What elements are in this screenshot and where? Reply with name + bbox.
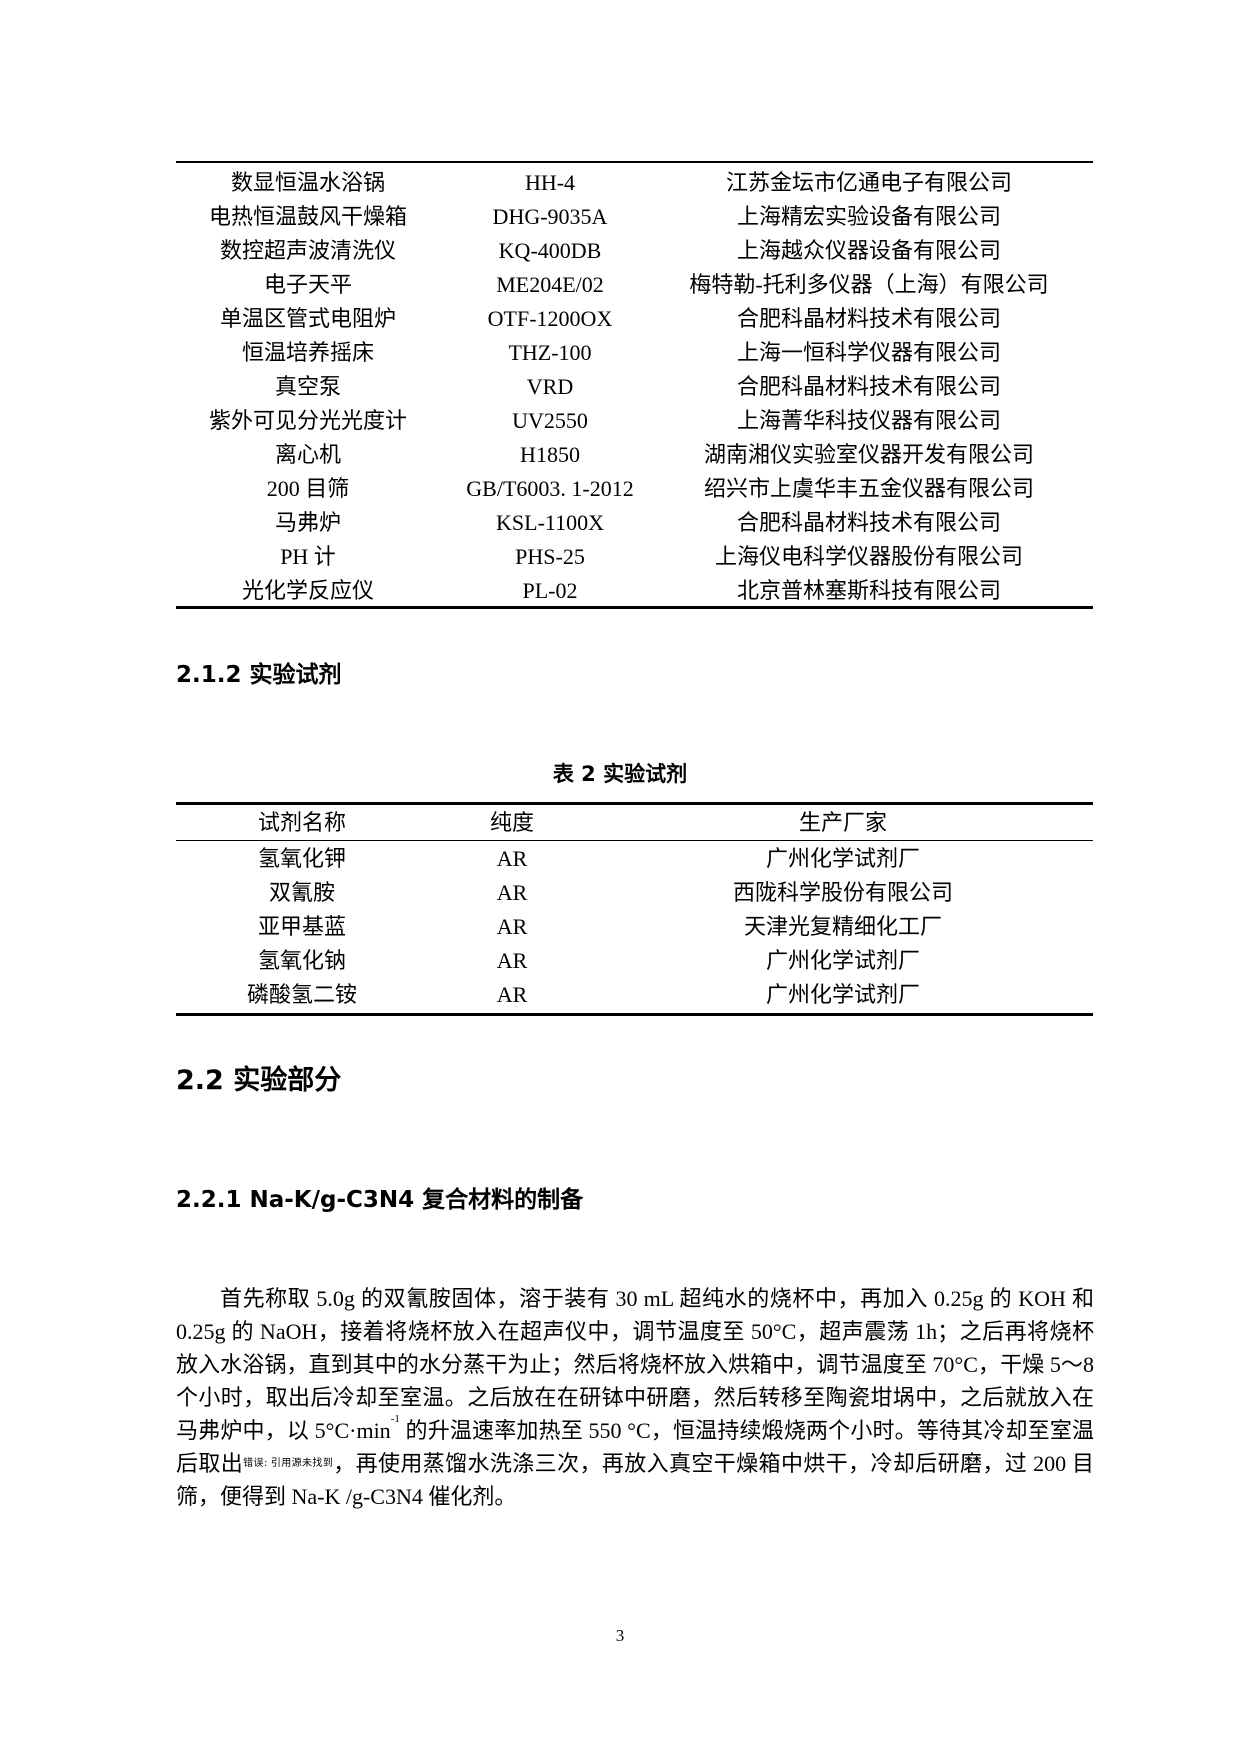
table-cell: 电热恒温鼓风干燥箱 [208, 204, 408, 229]
table-cell: 离心机 [274, 442, 342, 467]
table-cell: OTF-1200OX [487, 306, 613, 331]
table-cell: UV2550 [512, 408, 588, 433]
table-cell: 上海仪电科学仪器股份有限公司 [714, 544, 1024, 569]
table-cell: 光化学反应仪 [241, 578, 375, 603]
paragraph-text-3: ，再使用蒸馏水洗涤三次，再放入真空干燥箱中烘干，冷却后研磨，过 200 目筛，便… [176, 1451, 1094, 1509]
table-cell: 合肥科晶材料技术有限公司 [736, 510, 1002, 535]
table-row: 马弗炉 KSL-1100X 合肥科晶材料技术有限公司 [176, 506, 1093, 540]
table-cell: KSL-1100X [496, 510, 604, 535]
table-row: 亚甲基蓝 AR 天津光复精细化工厂 [176, 910, 1093, 944]
table-row: 离心机 H1850 湖南湘仪实验室仪器开发有限公司 [176, 438, 1093, 472]
table-header-rule [176, 840, 1093, 841]
table-cell: 200 目筛 [266, 476, 350, 501]
reference-error[interactable]: 错误: 引用源未找到 [243, 1458, 334, 1469]
table-caption: 表 2 实验试剂 [552, 762, 688, 786]
section-heading-2-2: 2.2 实验部分 [176, 1065, 342, 1096]
table-cell: 真空泵 [274, 374, 342, 399]
table-cell: AR [496, 982, 528, 1007]
table-cell: 数显恒温水浴锅 [230, 170, 386, 195]
table-cell: HH-4 [524, 170, 576, 195]
column-header: 生产厂家 [798, 810, 888, 835]
table-row: 磷酸氢二铵 AR 广州化学试剂厂 [176, 978, 1093, 1012]
table-cell: 双氰胺 [268, 880, 336, 905]
table-cell: 氢氧化钾 [257, 846, 347, 871]
table-row: 恒温培养摇床 THZ-100 上海一恒科学仪器有限公司 [176, 336, 1093, 370]
table-cell: AR [496, 914, 528, 939]
table-cell: 亚甲基蓝 [257, 914, 347, 939]
table-top-rule [176, 802, 1093, 805]
table-row: 氢氧化钾 AR 广州化学试剂厂 [176, 842, 1093, 876]
table-cell: 绍兴市上虞华丰五金仪器有限公司 [703, 476, 1035, 501]
table-cell: 紫外可见分光光度计 [208, 408, 408, 433]
table-row: 数控超声波清洗仪 KQ-400DB 上海越众仪器设备有限公司 [176, 234, 1093, 268]
table-cell: 梅特勒-托利多仪器（上海）有限公司 [689, 272, 1049, 297]
table-cell: 天津光复精细化工厂 [743, 914, 943, 939]
table-row: 光化学反应仪 PL-02 北京普林塞斯科技有限公司 [176, 574, 1093, 608]
section-heading-2-2-1: 2.2.1 Na-K/g-C3N4 复合材料的制备 [176, 1187, 584, 1213]
section-heading-2-1-2: 2.1.2 实验试剂 [176, 662, 342, 688]
table-cell: 磷酸氢二铵 [246, 982, 358, 1007]
table-row: 电子天平 ME204E/02 梅特勒-托利多仪器（上海）有限公司 [176, 268, 1093, 302]
table-cell: 上海菁华科技仪器有限公司 [736, 408, 1002, 433]
paragraph-text-1: 首先称取 5.0g 的双氰胺固体，溶于装有 30 mL 超纯水的烧杯中，再加入 … [176, 1286, 1094, 1443]
table-row: PH 计 PHS-25 上海仪电科学仪器股份有限公司 [176, 540, 1093, 574]
table-cell: 上海一恒科学仪器有限公司 [736, 340, 1002, 365]
table-cell: H1850 [520, 442, 580, 467]
paragraph-text-2: 的升温速率加热至 550 °C，恒温持续煅烧两个小时。等待其冷却至室温后取出 [176, 1418, 1094, 1476]
superscript: -1 [390, 1413, 400, 1425]
table-row: 单温区管式电阻炉 OTF-1200OX 合肥科晶材料技术有限公司 [176, 302, 1093, 336]
table-cell: AR [496, 846, 528, 871]
body-paragraph: 首先称取 5.0g 的双氰胺固体，溶于装有 30 mL 超纯水的烧杯中，再加入 … [176, 1282, 1094, 1513]
table-cell: THZ-100 [508, 340, 592, 365]
table-bottom-rule [176, 606, 1093, 609]
table-cell: ME204E/02 [496, 272, 604, 297]
table-cell: 广州化学试剂厂 [765, 948, 921, 973]
table-cell: DHG-9035A [492, 204, 608, 229]
table-cell: AR [496, 880, 528, 905]
table-row: 200 目筛 GB/T6003. 1-2012 绍兴市上虞华丰五金仪器有限公司 [176, 472, 1093, 506]
table-row: 电热恒温鼓风干燥箱 DHG-9035A 上海精宏实验设备有限公司 [176, 200, 1093, 234]
table-cell: 合肥科晶材料技术有限公司 [736, 306, 1002, 331]
table-cell: 江苏金坛市亿通电子有限公司 [725, 170, 1013, 195]
page-number: 3 [615, 1626, 625, 1645]
table-cell: 上海精宏实验设备有限公司 [736, 204, 1002, 229]
table-cell: VRD [526, 374, 574, 399]
column-header: 纯度 [489, 810, 535, 835]
table-cell: KQ-400DB [498, 238, 602, 263]
table-cell: 氢氧化钠 [257, 948, 347, 973]
table-header-row: 试剂名称 纯度 生产厂家 [176, 806, 1093, 840]
table-cell: 西陇科学股份有限公司 [732, 880, 954, 905]
table-cell: 合肥科晶材料技术有限公司 [736, 374, 1002, 399]
table-row: 真空泵 VRD 合肥科晶材料技术有限公司 [176, 370, 1093, 404]
table-cell: GB/T6003. 1-2012 [466, 476, 634, 501]
table-cell: PL-02 [522, 578, 578, 603]
table-cell: 北京普林塞斯科技有限公司 [736, 578, 1002, 603]
table-cell: 广州化学试剂厂 [765, 982, 921, 1007]
table-row: 数显恒温水浴锅 HH-4 江苏金坛市亿通电子有限公司 [176, 166, 1093, 200]
column-header: 试剂名称 [257, 810, 347, 835]
table-cell: 上海越众仪器设备有限公司 [736, 238, 1002, 263]
table-cell: 单温区管式电阻炉 [219, 306, 397, 331]
table-row: 双氰胺 AR 西陇科学股份有限公司 [176, 876, 1093, 910]
table-cell: 广州化学试剂厂 [765, 846, 921, 871]
table-cell: 湖南湘仪实验室仪器开发有限公司 [703, 442, 1035, 467]
table-bottom-rule [176, 1013, 1093, 1016]
table-row: 氢氧化钠 AR 广州化学试剂厂 [176, 944, 1093, 978]
table-top-rule [176, 161, 1093, 163]
table-cell: PHS-25 [515, 544, 585, 569]
table-cell: 恒温培养摇床 [241, 340, 375, 365]
table-cell: 马弗炉 [274, 510, 342, 535]
table-cell: PH 计 [280, 544, 336, 569]
table-cell: 电子天平 [263, 272, 353, 297]
table-row: 紫外可见分光光度计 UV2550 上海菁华科技仪器有限公司 [176, 404, 1093, 438]
table-cell: 数控超声波清洗仪 [219, 238, 397, 263]
table-cell: AR [496, 948, 528, 973]
